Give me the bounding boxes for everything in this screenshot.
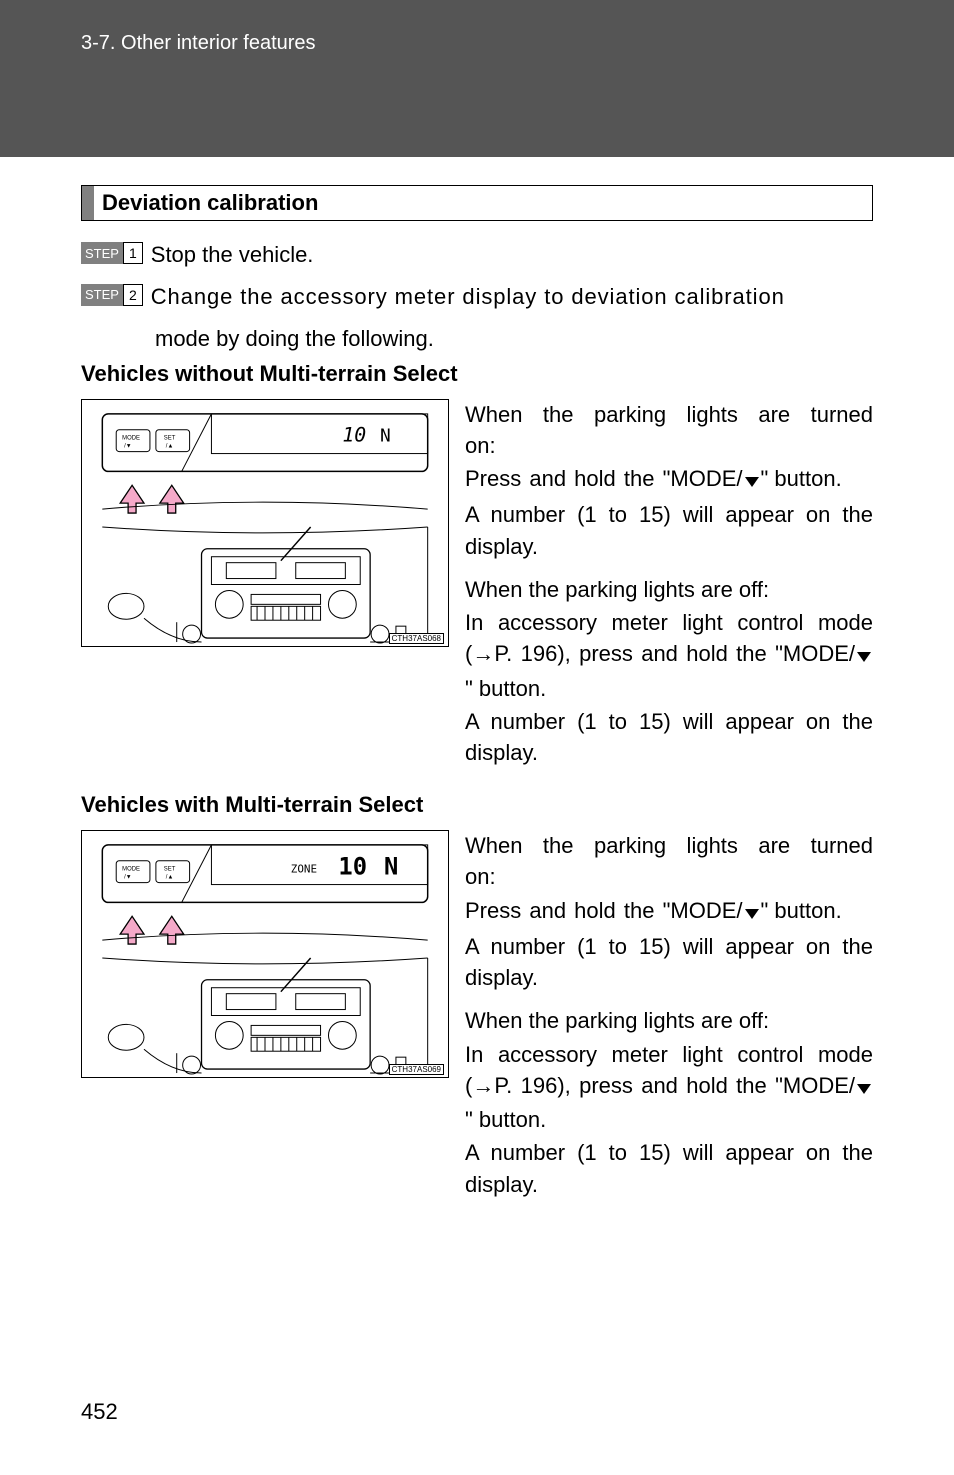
desc-line: When the parking lights are turned on: <box>465 830 873 892</box>
desc-line: A number (1 to 15) will appear on the di… <box>465 706 873 768</box>
svg-text:/▲: /▲ <box>166 443 174 449</box>
desc-line: A number (1 to 15) will appear on the di… <box>465 931 873 993</box>
triangle-down-icon <box>743 466 761 497</box>
page-header: 3-7. Other interior features <box>0 0 954 157</box>
figure-code: CTH37AS069 <box>389 1064 444 1075</box>
step-label: STEP <box>81 284 123 306</box>
svg-text:/▲: /▲ <box>166 875 174 881</box>
desc-line: When the parking lights are off: <box>465 1005 873 1036</box>
step-badge: STEP 1 <box>81 242 143 264</box>
section-heading: Deviation calibration <box>81 185 873 221</box>
section-title: Deviation calibration <box>94 186 326 220</box>
triangle-down-icon <box>743 898 761 929</box>
svg-text:/▼: /▼ <box>124 875 132 881</box>
desc-line: Press and hold the "MODE/" button. <box>465 463 873 497</box>
section-accent <box>82 186 94 220</box>
svg-text:/▼: /▼ <box>124 443 132 449</box>
step-text: Stop the vehicle. <box>151 239 314 271</box>
svg-text:MODE: MODE <box>122 867 140 873</box>
desc-line: In accessory meter light control mode (→… <box>465 607 873 704</box>
desc-line: A number (1 to 15) will appear on the di… <box>465 1137 873 1199</box>
display-dir: N <box>384 853 398 881</box>
triangle-down-icon <box>855 1073 873 1104</box>
svg-text:SET: SET <box>164 867 176 873</box>
step-number: 2 <box>123 284 143 306</box>
desc-line: When the parking lights are off: <box>465 574 873 605</box>
description-block: When the parking lights are turned on: P… <box>465 830 873 1202</box>
page-content: Deviation calibration STEP 1 Stop the ve… <box>0 157 954 1202</box>
desc-line: When the parking lights are turned on: <box>465 399 873 461</box>
figure-text-row: ZONE 10 N MODE /▼ SET /▲ <box>81 830 873 1202</box>
step-text: Change the accessory meter display to de… <box>151 281 785 313</box>
dashboard-figure: ZONE 10 N MODE /▼ SET /▲ <box>81 830 449 1078</box>
step-2-row: STEP 2 Change the accessory meter displa… <box>81 281 873 313</box>
subheading: Vehicles with Multi-terrain Select <box>81 792 873 818</box>
step-badge: STEP 2 <box>81 284 143 306</box>
figure-code: CTH37AS068 <box>389 633 444 644</box>
svg-text:SET: SET <box>164 435 176 441</box>
desc-line: In accessory meter light control mode (→… <box>465 1039 873 1136</box>
svg-text:MODE: MODE <box>122 435 140 441</box>
page-number: 452 <box>81 1399 118 1425</box>
breadcrumb: 3-7. Other interior features <box>81 32 954 55</box>
description-block: When the parking lights are turned on: P… <box>465 399 873 771</box>
step-number: 1 <box>123 242 143 264</box>
triangle-down-icon <box>855 641 873 672</box>
desc-line: A number (1 to 15) will appear on the di… <box>465 499 873 561</box>
display-zone: ZONE <box>291 863 317 876</box>
desc-line: Press and hold the "MODE/" button. <box>465 895 873 929</box>
dashboard-illustration-icon: ZONE 10 N MODE /▼ SET /▲ <box>82 831 448 1077</box>
subheading: Vehicles without Multi-terrain Select <box>81 361 873 387</box>
step-1-row: STEP 1 Stop the vehicle. <box>81 239 873 271</box>
dashboard-figure: 10 N MODE /▼ SET /▲ <box>81 399 449 647</box>
display-value: 10 <box>342 423 366 446</box>
dashboard-illustration-icon: 10 N MODE /▼ SET /▲ <box>82 400 448 646</box>
step-label: STEP <box>81 242 123 264</box>
display-dir: N <box>380 425 391 446</box>
figure-text-row: 10 N MODE /▼ SET /▲ <box>81 399 873 771</box>
display-value: 10 <box>338 853 367 881</box>
step-text-cont: mode by doing the following. <box>155 323 873 355</box>
